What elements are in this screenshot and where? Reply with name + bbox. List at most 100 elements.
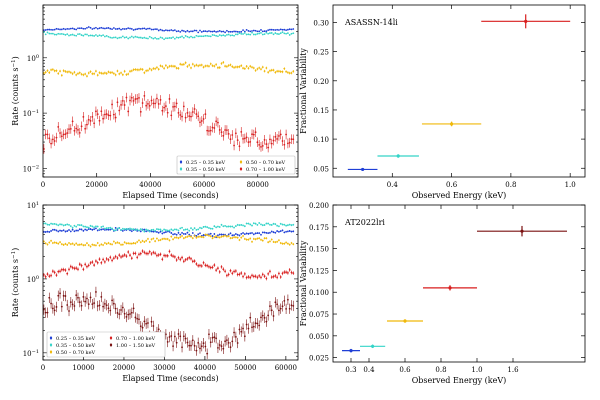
- data-point: [145, 322, 148, 325]
- data-point: [222, 61, 225, 64]
- data-point: [125, 242, 128, 245]
- data-point: [150, 238, 153, 241]
- data-point: [236, 273, 239, 276]
- data-point: [270, 276, 273, 279]
- data-point: [249, 276, 252, 279]
- data-point: [251, 30, 253, 32]
- data-point: [129, 36, 131, 39]
- data-point: [143, 230, 146, 233]
- data-point: [172, 105, 174, 108]
- data-point: [269, 231, 271, 234]
- data-point: [120, 309, 122, 311]
- data-point: [211, 126, 214, 129]
- data-point: [71, 120, 74, 123]
- data-point: [71, 33, 74, 36]
- data-point: [51, 242, 54, 244]
- data-point: [48, 137, 51, 140]
- data-point: [71, 303, 74, 306]
- data-point: [238, 145, 241, 148]
- data-point: [163, 231, 166, 234]
- legend-marker: [239, 167, 243, 171]
- x-tick-label: 0.3: [345, 366, 356, 374]
- data-point: [292, 305, 295, 307]
- data-point: [93, 27, 96, 30]
- data-point: [231, 30, 234, 33]
- data-point: [89, 228, 92, 230]
- data-point: [51, 32, 54, 35]
- data-point: [199, 226, 201, 229]
- data-point: [111, 103, 113, 106]
- data-point: [161, 238, 164, 240]
- data-point: [123, 241, 126, 244]
- data-point: [139, 241, 142, 244]
- data-point: [156, 28, 158, 31]
- data-point: [68, 34, 70, 37]
- data-point: [59, 28, 61, 31]
- data-point: [109, 243, 112, 245]
- data-point: [225, 225, 228, 228]
- data-point: [231, 237, 234, 239]
- data-point: [188, 256, 191, 259]
- legend-marker: [49, 343, 53, 347]
- data-point: [103, 260, 106, 263]
- data-point: [75, 242, 78, 245]
- data-point: [195, 263, 198, 265]
- data-point: [141, 102, 144, 104]
- data-point: [245, 232, 248, 235]
- data-point: [292, 32, 295, 35]
- data-point: [267, 71, 270, 74]
- data-point: [188, 344, 191, 347]
- data-point: [75, 74, 78, 76]
- data-point: [123, 36, 126, 39]
- data-point: [225, 339, 228, 341]
- fvar-marker: [449, 122, 454, 126]
- data-point: [134, 98, 137, 100]
- data-point: [206, 226, 209, 229]
- data-point: [111, 36, 113, 39]
- data-point: [161, 109, 164, 112]
- data-point: [231, 272, 234, 275]
- data-point: [247, 327, 250, 330]
- data-point: [164, 105, 167, 107]
- data-point: [182, 229, 185, 231]
- data-point: [269, 32, 271, 34]
- data-point: [288, 243, 291, 246]
- data-point: [55, 136, 58, 139]
- data-point: [193, 29, 196, 32]
- data-point: [197, 235, 200, 238]
- data-point: [188, 115, 191, 118]
- data-point: [62, 27, 65, 30]
- data-point: [138, 229, 140, 232]
- data-point: [251, 240, 253, 243]
- data-point: [290, 224, 293, 227]
- data-point: [98, 34, 101, 37]
- data-point: [247, 238, 250, 241]
- data-point: [86, 75, 88, 78]
- data-point: [254, 69, 257, 72]
- data-point: [95, 34, 97, 36]
- y-tick-label: 0.050: [309, 333, 329, 341]
- data-point: [222, 235, 225, 238]
- data-point: [242, 235, 244, 237]
- data-point: [80, 228, 83, 231]
- data-point: [204, 233, 207, 236]
- data-point: [202, 234, 205, 236]
- data-point: [147, 252, 149, 255]
- data-point: [258, 232, 261, 235]
- data-point: [249, 65, 252, 68]
- data-point: [147, 102, 149, 105]
- data-point: [190, 257, 192, 260]
- data-point: [238, 239, 241, 241]
- data-point: [102, 228, 105, 231]
- data-point: [279, 28, 282, 31]
- data-point: [130, 228, 133, 231]
- data-point: [48, 241, 51, 244]
- data-point: [116, 257, 119, 259]
- data-point: [195, 349, 198, 352]
- data-point: [290, 230, 293, 233]
- data-point: [229, 237, 232, 240]
- data-point: [55, 274, 58, 277]
- data-point: [59, 229, 61, 232]
- data-point: [112, 240, 115, 243]
- data-point: [116, 70, 119, 72]
